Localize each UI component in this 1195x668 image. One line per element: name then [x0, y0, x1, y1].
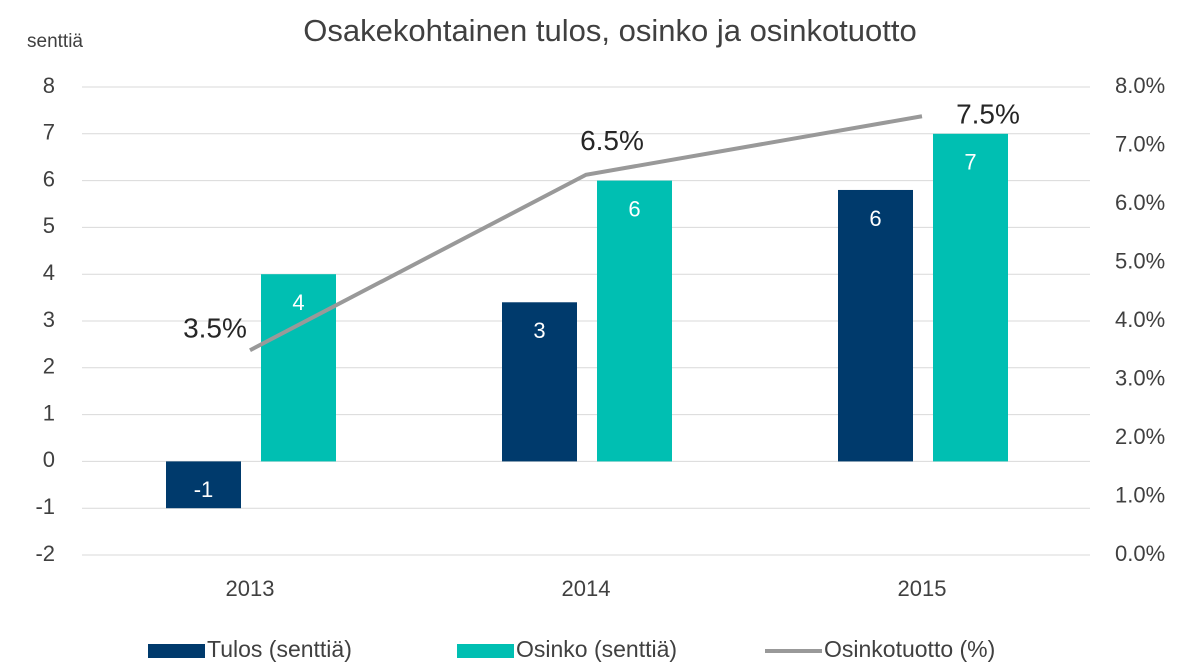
- chart-title: Osakekohtainen tulos, osinko ja osinkotu…: [303, 13, 917, 48]
- legend-swatch: [457, 644, 514, 658]
- bar: [838, 189, 913, 462]
- y2-tick-label: 3.0%: [1115, 365, 1165, 390]
- data-label: -1: [194, 477, 214, 502]
- y2-tick-label: 5.0%: [1115, 248, 1165, 273]
- y2-tick-label: 2.0%: [1115, 424, 1165, 449]
- x-tick-label: 2014: [562, 576, 611, 601]
- legend-label: Osinkotuotto (%): [824, 636, 995, 662]
- legend-swatch: [148, 644, 205, 658]
- bar: [166, 461, 241, 509]
- x-tick-label: 2015: [898, 576, 947, 601]
- legend-label: Osinko (senttiä): [516, 636, 677, 662]
- y-tick-label: 6: [43, 166, 55, 191]
- y-tick-label: 3: [43, 307, 55, 332]
- y-tick-label: -1: [35, 494, 55, 519]
- data-label: 3.5%: [183, 313, 247, 344]
- y-tick-label: 7: [43, 120, 55, 145]
- bar: [261, 274, 336, 462]
- y2-tick-label: 4.0%: [1115, 307, 1165, 332]
- data-label: 7: [964, 150, 976, 175]
- y-tick-label: 8: [43, 73, 55, 98]
- y-tick-label: 1: [43, 400, 55, 425]
- legend-label: Tulos (senttiä): [207, 636, 352, 662]
- y2-tick-label: 7.0%: [1115, 131, 1165, 156]
- y2-tick-label: 0.0%: [1115, 541, 1165, 566]
- y-tick-label: 4: [43, 260, 55, 285]
- line: [249, 114, 923, 353]
- y2-tick-label: 8.0%: [1115, 73, 1165, 98]
- x-tick-label: 2013: [226, 576, 275, 601]
- bar: [933, 133, 1008, 462]
- y2-tick-label: 6.0%: [1115, 190, 1165, 215]
- data-label: 7.5%: [956, 99, 1020, 130]
- y-tick-label: 2: [43, 354, 55, 379]
- y-tick-label: 0: [43, 447, 55, 472]
- data-label: 6: [869, 206, 881, 231]
- y2-tick-label: 1.0%: [1115, 482, 1165, 507]
- bar: [597, 180, 672, 462]
- data-label: 4: [292, 290, 304, 315]
- y-tick-label: 5: [43, 213, 55, 238]
- bar: [502, 302, 577, 462]
- data-label: 6: [628, 196, 640, 221]
- data-label: 6.5%: [580, 125, 644, 156]
- data-label: 3: [533, 318, 545, 343]
- y-axis-label: senttiä: [27, 31, 83, 52]
- y-tick-label: -2: [35, 541, 55, 566]
